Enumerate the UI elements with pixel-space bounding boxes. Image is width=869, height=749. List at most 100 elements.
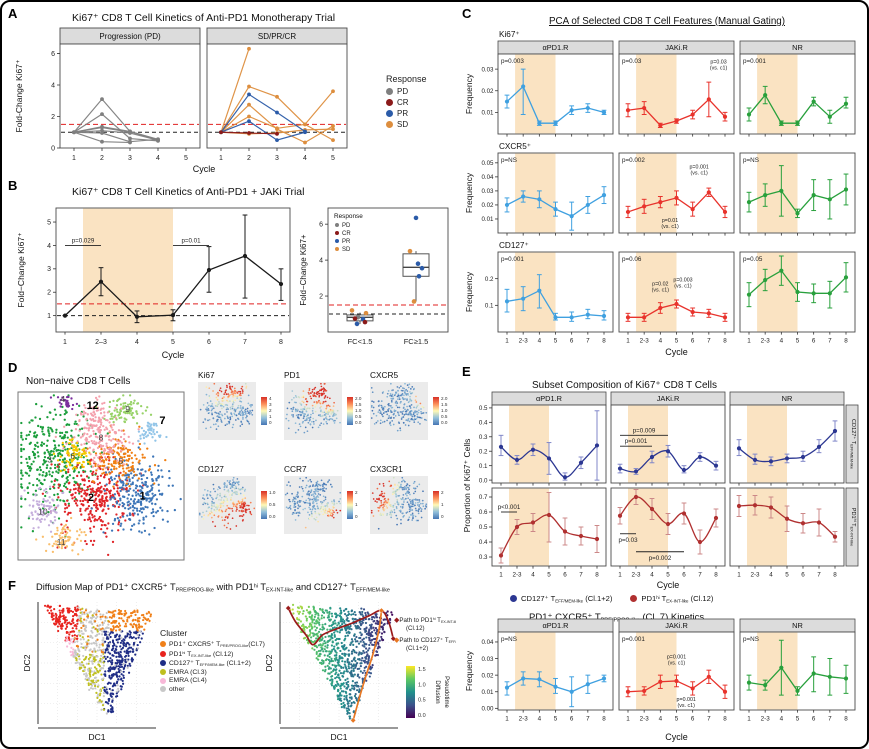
panel-b-svg: p=0.029 p=0.01 1 2 3 4 5 1 2–3 4 5 6 7 8 Fold−Change K…: [16, 207, 449, 360]
svg-text:FC<1.5: FC<1.5: [348, 337, 373, 346]
svg-text:1: 1: [499, 572, 503, 579]
svg-text:6: 6: [801, 572, 805, 579]
svg-text:Response: Response: [334, 213, 363, 220]
svg-text:Cycle: Cycle: [162, 350, 185, 360]
svg-text:5: 5: [675, 716, 679, 723]
path-legend: ◆Path to PD1hi TEX-INT-like(Cl.12)◆Path …: [394, 617, 456, 653]
svg-text:7: 7: [579, 572, 583, 579]
cluster-legend-item: EMRA (Cl.3): [160, 669, 265, 676]
svg-text:8: 8: [602, 716, 606, 723]
svg-text:(vs. c1): (vs. c1): [678, 703, 696, 709]
svg-text:5: 5: [119, 456, 124, 466]
svg-text:p=0.001: p=0.001: [622, 636, 645, 643]
svg-text:Frequency: Frequency: [464, 271, 474, 312]
svg-text:7: 7: [828, 338, 832, 345]
svg-text:4: 4: [269, 396, 272, 401]
svg-text:4: 4: [780, 338, 784, 345]
svg-text:3: 3: [128, 155, 132, 162]
panel-f-chart: DC2 DC1 DC2 DC1 1.5 1.0 0.5 0.0 Diffusion Pseudot…: [8, 578, 460, 747]
svg-text:0.5: 0.5: [479, 405, 488, 412]
svg-text:(vs. c1): (vs. c1): [710, 66, 728, 72]
feature-points-CX3CR1: [370, 476, 428, 530]
svg-text:2.0: 2.0: [441, 396, 448, 401]
svg-text:0.01: 0.01: [481, 110, 494, 117]
panel-b-chart: p=0.029 p=0.01 1 2 3 4 5 1 2–3 4 5 6 7 8 Fold−Change K…: [8, 194, 460, 360]
svg-text:8: 8: [723, 716, 727, 723]
svg-text:SD: SD: [342, 247, 351, 253]
svg-text:5: 5: [796, 338, 800, 345]
svg-text:0.2: 0.2: [485, 276, 494, 283]
umap-points: [20, 394, 182, 557]
svg-text:1.5: 1.5: [441, 402, 448, 407]
svg-text:p=NS: p=NS: [501, 157, 517, 164]
svg-text:p<0.001: p<0.001: [498, 504, 521, 511]
panel-d-chart: 3 2 1 5 8 9 7 6 10 11 4 12 Ki67 4 3 2 1 0 PD1 2.0 1.5 1.0 0.5 0…: [8, 362, 458, 576]
svg-text:Frequency: Frequency: [464, 650, 474, 691]
panel-b-label: B: [8, 178, 18, 193]
svg-text:2: 2: [100, 155, 104, 162]
cluster-legend-item: EMRA (Cl.4): [160, 677, 265, 684]
feature-points-Ki67: [199, 382, 254, 430]
svg-text:0.5: 0.5: [355, 414, 362, 419]
svg-text:p=0.05: p=0.05: [743, 256, 763, 263]
svg-text:0.5: 0.5: [441, 414, 448, 419]
svg-text:0.02: 0.02: [481, 88, 494, 95]
svg-text:Ki67: Ki67: [198, 370, 215, 380]
svg-text:αPD1.R: αPD1.R: [536, 394, 562, 403]
svg-text:0.2: 0.2: [479, 448, 488, 455]
svg-text:0: 0: [441, 514, 444, 519]
svg-text:5: 5: [171, 339, 175, 346]
svg-text:DC1: DC1: [88, 732, 105, 742]
svg-text:DC2: DC2: [22, 654, 32, 671]
svg-text:4: 4: [538, 716, 542, 723]
legend-item: PD1hi TEX-INT-like (Cl.12): [630, 594, 713, 603]
svg-text:4: 4: [156, 155, 160, 162]
svg-text:2.0: 2.0: [355, 396, 362, 401]
svg-text:p=NS: p=NS: [743, 636, 759, 643]
panel-a-chart: Progression (PD) 1 2 3 4 5 SD/PR/CR 1 2 3 4 5 0 2 4 6 Fo…: [8, 18, 458, 178]
svg-text:2-3: 2-3: [519, 338, 529, 345]
svg-text:0.0: 0.0: [479, 477, 488, 484]
svg-text:3: 3: [47, 266, 51, 273]
svg-text:8: 8: [723, 338, 727, 345]
svg-text:7: 7: [586, 716, 590, 723]
svg-text:5: 5: [331, 155, 335, 162]
svg-text:2–3: 2–3: [95, 339, 107, 346]
svg-text:4: 4: [780, 716, 784, 723]
svg-text:4: 4: [60, 394, 65, 404]
svg-text:0.3: 0.3: [479, 434, 488, 441]
svg-text:6: 6: [691, 716, 695, 723]
svg-text:11: 11: [57, 537, 66, 547]
svg-text:0.03: 0.03: [481, 66, 494, 73]
facet-grid-E2: αPD1.R JAKi.R NR p=NS 1 2-3 4 5 6 7 8 0.00 0.01 0.02 0…: [464, 618, 856, 742]
panel-e2-chart: αPD1.R JAKi.R NR p=NS 1 2-3 4 5 6 7 8 0.00 0.01 0.02 0…: [460, 608, 865, 747]
svg-text:7: 7: [159, 415, 165, 427]
svg-text:2: 2: [247, 155, 251, 162]
response-legend: Response PD CR PR SD: [386, 74, 427, 131]
facet-grid-C: Ki67⁺ αPD1.R JAKi.R NR p=0.003 0.01 0.02 0.03 p=…: [464, 30, 856, 357]
svg-text:p=0.001: p=0.001: [689, 164, 708, 170]
svg-text:8: 8: [833, 572, 837, 579]
svg-text:2: 2: [88, 492, 94, 504]
svg-text:5: 5: [675, 338, 679, 345]
svg-text:6: 6: [51, 51, 55, 58]
svg-text:0.7: 0.7: [479, 494, 488, 501]
svg-text:3: 3: [47, 455, 52, 465]
svg-text:p=NS: p=NS: [743, 157, 759, 164]
svg-text:6: 6: [682, 572, 686, 579]
panel-b-title: Ki67⁺ CD8 T Cell Kinetics of Anti-PD1 + …: [72, 186, 305, 198]
svg-text:Progression (PD): Progression (PD): [99, 32, 161, 41]
svg-text:2: 2: [355, 490, 358, 495]
svg-text:0: 0: [355, 514, 358, 519]
svg-text:1: 1: [626, 338, 630, 345]
umap-title: Non−naive CD8 T Cells: [26, 376, 131, 387]
svg-text:2-3: 2-3: [640, 338, 650, 345]
svg-text:p=0.009: p=0.009: [633, 427, 656, 434]
svg-text:PD1: PD1: [284, 370, 301, 380]
svg-text:0.00: 0.00: [481, 706, 494, 713]
svg-text:Ki67⁺: Ki67⁺: [499, 30, 520, 39]
cluster-legend-item: PD1⁺ CXCR5⁺ TPRE/PROG-like(Cl.7): [160, 640, 265, 648]
diffusion-cluster-points: [43, 604, 153, 715]
panel-a-title: Ki67⁺ CD8 T Cell Kinetics of Anti-PD1 Mo…: [72, 12, 336, 24]
